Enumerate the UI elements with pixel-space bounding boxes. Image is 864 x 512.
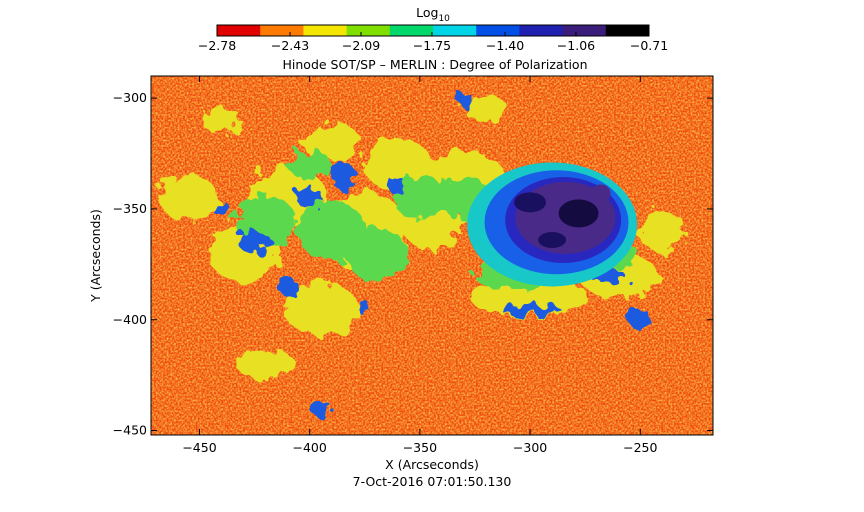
- plage-yellow: [463, 95, 508, 124]
- x-tick-label: −350: [403, 440, 437, 455]
- colorbar-cell: [519, 25, 564, 36]
- y-tick-label: −350: [113, 201, 147, 216]
- plage-blue: [277, 277, 298, 296]
- colorbar-cell: [389, 25, 434, 36]
- colorbar-cell: [605, 25, 650, 36]
- colorbar: −2.78 −2.43 −2.09 −1.75 −1.40 −1.06 −0.71 Log1…: [198, 5, 668, 53]
- sunspot-satellite: [590, 184, 611, 203]
- y-axis: −300 −350 −400 −450: [113, 90, 713, 438]
- colorbar-tick-label: −1.06: [557, 38, 595, 53]
- plage-blue: [330, 161, 355, 190]
- colorbar-frame: [216, 24, 650, 37]
- plot-frame: [150, 75, 714, 436]
- colorbar-label: Log10: [416, 5, 450, 24]
- plage-yellow: [235, 350, 296, 379]
- colorbar-tick-label: −0.71: [630, 38, 668, 53]
- plage-green: [287, 150, 332, 179]
- colorbar-tick-label: −1.75: [413, 38, 451, 53]
- plage-blue: [295, 187, 324, 208]
- colorbar-tick-label: −2.09: [342, 38, 380, 53]
- y-axis-label: Y (Arcseconds): [88, 209, 103, 303]
- x-axis-label: X (Arcseconds): [385, 457, 479, 472]
- plage-blue: [238, 230, 271, 255]
- x-tick-label: −300: [513, 440, 547, 455]
- colorbar-cell: [260, 25, 304, 36]
- x-tick-label: −250: [623, 440, 657, 455]
- umbra-core-1: [514, 192, 547, 213]
- plage-blue: [630, 307, 651, 332]
- sunspot: [467, 162, 638, 287]
- colorbar-cell: [476, 25, 520, 36]
- timestamp: 7‐Oct‐2016 07:01:50.130: [353, 474, 512, 489]
- plage-yellow: [470, 279, 591, 316]
- plage-yellow: [201, 106, 242, 135]
- colorbar-cell: [433, 25, 477, 36]
- plage-yellow: [158, 175, 219, 220]
- x-tick-label: −450: [182, 440, 216, 455]
- umbra-core-2: [558, 199, 599, 228]
- colorbar-tick-label: −2.78: [198, 38, 236, 53]
- y-tick-label: −450: [113, 423, 147, 438]
- plage-green: [345, 225, 406, 282]
- chart-title: Hinode SOT/SP – MERLIN : Degree of Polar…: [283, 57, 588, 72]
- y-tick-label: −400: [113, 312, 147, 327]
- plage-blue: [213, 200, 230, 217]
- colorbar-tick-label: −2.43: [271, 38, 309, 53]
- colorbar-tick-label: −1.40: [486, 38, 524, 53]
- y-tick-label: −300: [113, 90, 147, 105]
- plage-blue: [308, 402, 333, 415]
- plage-yellow: [282, 282, 359, 335]
- colorbar-cell: [217, 25, 261, 36]
- plage-blue: [387, 178, 408, 195]
- colorbar-gradient: [217, 25, 650, 36]
- plage-blue: [457, 90, 470, 107]
- colorbar-cell: [346, 25, 391, 36]
- plage-blue: [500, 302, 561, 315]
- colorbar-cell: [562, 25, 607, 36]
- x-tick-label: −400: [293, 440, 327, 455]
- heatmap: [151, 76, 713, 435]
- x-axis: −450 −400 −350 −300 −250: [182, 76, 657, 455]
- plage-yellow: [637, 211, 688, 252]
- plage-blue: [356, 302, 373, 315]
- colorbar-cell: [303, 25, 348, 36]
- umbra-core-3: [538, 231, 567, 248]
- colorbar-ticks: −2.78 −2.43 −2.09 −1.75 −1.40 −1.06 −0.71: [198, 32, 668, 53]
